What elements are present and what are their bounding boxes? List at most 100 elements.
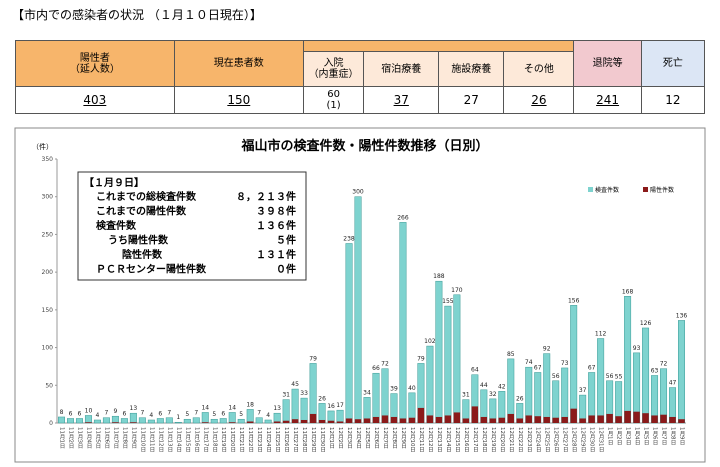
test-bar [453,294,461,424]
value-link[interactable]: 403 [83,92,107,107]
value-label: 188 [433,273,445,280]
value-label: 66 [372,365,380,372]
positive-bar [498,417,506,423]
positive-bar [516,418,523,423]
legend-label: 陽性件数 [650,186,674,194]
value-label: 67 [588,364,596,371]
annotation-value: ５件 [276,234,296,247]
value-label: 13 [130,405,138,412]
value-label: 170 [451,287,463,294]
value-label: 74 [525,359,533,366]
test-bar [120,418,128,424]
y-tick-label: 200 [42,269,54,276]
value-label: 55 [615,374,623,381]
value-label: 102 [424,338,436,345]
x-tick-label: 1月4日 [634,427,641,446]
positive-bar [525,415,532,423]
positive-bar [85,422,92,423]
annotation-value: １３１件 [256,248,296,261]
test-bar [354,196,362,424]
value-link[interactable]: 150 [227,92,251,107]
value-cell: 27 [438,86,505,114]
annotation-label: 検査件数 [96,219,137,232]
value-label: 238 [343,235,355,242]
annotation-label: 陰性件数 [122,248,163,261]
positive-bar [130,422,137,423]
x-tick-label: 1月7日 [661,427,668,446]
value-label: 16 [327,403,335,410]
positive-bar [489,418,497,423]
x-tick-label: 12月26日 [553,427,560,453]
value-label: 6 [158,410,162,417]
value-label: 6 [122,410,126,417]
x-tick-label: 12月23日 [526,427,533,453]
positive-bar [579,418,586,423]
x-tick-label: 1月6日 [652,427,659,446]
x-tick-label: 12月14日 [445,427,452,453]
test-bar [147,419,155,424]
value-label: 47 [669,380,677,387]
positive-bar [354,419,362,423]
value-link[interactable]: 37 [393,92,409,107]
test-bar [570,305,578,424]
value-label: 5 [239,411,243,418]
value-label: 45 [291,381,299,388]
value-label: 7 [257,410,261,417]
status-table: 陽性者 （延人数） 現在患者数 退院等 死亡 入院 （内重症） 宿泊療養 施設療… [15,40,706,114]
positive-bar [300,419,308,423]
value-label: 56 [606,373,614,380]
value-label: 73 [561,360,569,367]
value-label: 79 [417,355,425,362]
x-tick-label: 12月20日 [499,427,506,453]
value-label: 6 [69,410,73,417]
x-tick-label: 12月19日 [490,427,497,453]
value-label: 72 [660,361,668,368]
test-bar [642,327,650,424]
x-tick-label: 1月2日 [616,427,623,446]
test-bar [444,305,452,424]
subheader-cell: 宿泊療養 [363,51,440,87]
x-tick-label: 11月9日 [130,427,137,450]
value-label: 156 [568,297,580,304]
chart-title: 福山市の検査件数・陽性件数推移（日別） [240,138,488,154]
x-tick-label: 12月31日 [598,427,605,453]
y-tick-label: 300 [42,194,54,201]
positive-bar [417,407,425,423]
x-tick-label: 12月9日 [400,427,407,450]
value-label: 7 [167,410,171,417]
x-tick-label: 1月9日 [679,427,686,446]
value-link[interactable]: 26 [531,92,547,107]
value-label: 14 [228,404,236,411]
positive-bar [112,422,119,423]
x-tick-label: 12月21日 [508,427,515,453]
test-bar [84,415,92,424]
positive-bar [507,413,515,423]
value-label: 40 [408,385,416,392]
annotation-label: これまでの総検査件数 [96,190,197,203]
value-label: 300 [352,189,364,196]
value-label: 4 [266,412,270,419]
value-label: 31 [282,392,290,399]
test-bar [102,417,110,424]
x-tick-label: 12月3日 [346,427,353,450]
positive-bar [444,415,452,423]
page-title: 【市内での感染者の状況 （１月１０日現在）】 [12,8,262,22]
value-label: 155 [442,298,454,305]
positive-bar [669,416,676,423]
value-label: 168 [622,288,634,295]
value-label: 39 [390,386,398,393]
positive-bar [471,406,479,423]
value-label: 4 [96,412,100,419]
positive-bar [228,422,236,423]
y-tick-label: 50 [45,382,53,389]
x-tick-label: 1月8日 [670,427,677,446]
value-link[interactable]: 241 [596,92,620,107]
positive-bar [651,415,658,423]
x-tick-label: 11月22日 [247,427,254,453]
test-bar [552,380,560,424]
x-tick-label: 1月1日 [607,427,614,446]
test-bar [678,320,685,424]
value-label: 37 [579,387,587,394]
value-label: 136 [676,312,688,319]
